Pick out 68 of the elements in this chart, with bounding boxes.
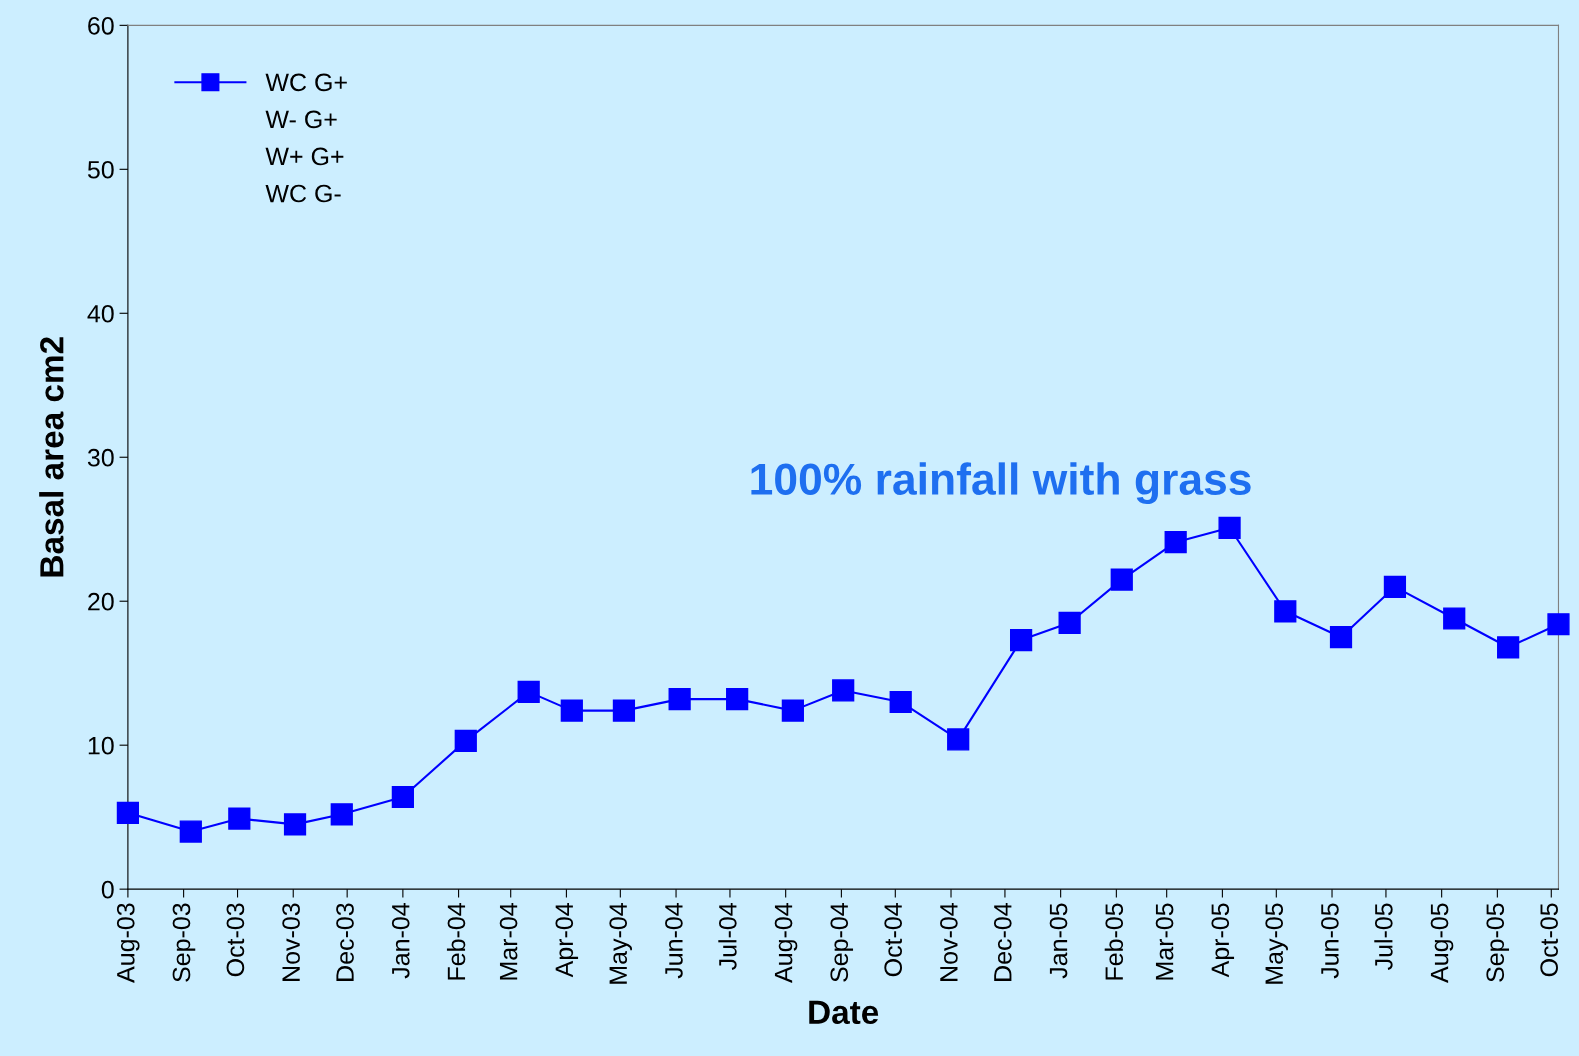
- x-tick-label: May-05: [1265, 903, 1288, 984]
- x-tick-label: Mar-05: [1155, 903, 1174, 980]
- point: [726, 688, 749, 711]
- x-tick-label: Aug-03: [116, 903, 140, 983]
- y-tick-label: 40: [87, 304, 114, 323]
- y-tick-label: 20: [88, 592, 114, 611]
- x-tick-label: Dec-03: [336, 903, 354, 981]
- point: [330, 803, 353, 826]
- point: [560, 699, 583, 722]
- x-tick-label: Feb-04: [446, 903, 466, 980]
- point: [1009, 628, 1033, 652]
- x-tick-label: May-04: [609, 903, 632, 984]
- legend-label: WC G+: [265, 73, 347, 92]
- point: [1110, 568, 1133, 591]
- point: [1443, 607, 1466, 630]
- x-tick-label: Jun-05: [1321, 903, 1339, 979]
- point: [517, 680, 540, 704]
- x-tick-label: Apr-04: [555, 903, 579, 978]
- point: [781, 699, 804, 722]
- text: WC G-: [265, 184, 341, 203]
- point: [1383, 575, 1407, 598]
- x-tick-label: Dec-04: [993, 903, 1012, 981]
- y-tick-label: 30: [87, 448, 114, 467]
- x-axis-title: Date: [809, 1000, 879, 1025]
- annotation: 100% rainfall with grass: [751, 462, 1251, 504]
- x-tick-label: Aug-04: [774, 903, 798, 983]
- x-tick-label: Jul-04: [718, 903, 737, 971]
- x-tick-label: Sep-04: [830, 903, 854, 982]
- x-tick-label: Sep-03: [172, 903, 196, 982]
- point: [116, 801, 140, 824]
- point: [832, 679, 855, 702]
- x-tick-label: Nov-03: [282, 903, 300, 981]
- point: [1218, 516, 1241, 539]
- point: [947, 728, 970, 751]
- point: [1058, 611, 1081, 634]
- x-tick-label: Jan-05: [1049, 903, 1068, 979]
- x-tick-label: Oct-05: [1540, 903, 1558, 977]
- point: [668, 688, 691, 711]
- point: [1274, 600, 1297, 623]
- y-tick-label: 10: [88, 736, 114, 755]
- x-tick-label: Jan-04: [391, 903, 410, 979]
- point: [283, 813, 307, 836]
- x-tick-label: Jul-05: [1374, 903, 1393, 971]
- point: [1329, 626, 1353, 649]
- x-tick-label: Feb-05: [1104, 903, 1124, 980]
- point: [391, 785, 414, 809]
- point: [179, 820, 202, 843]
- text: W+ G+: [265, 147, 344, 166]
- x-tick-label: Apr-05: [1211, 903, 1235, 978]
- x-tick-label: Jun-04: [665, 903, 683, 979]
- point: [454, 729, 477, 752]
- point: [1497, 636, 1520, 659]
- text: W- G+: [265, 110, 337, 129]
- x-tick-label: Oct-04: [884, 903, 903, 977]
- point: [228, 807, 251, 830]
- x-tick-label: Sep-05: [1486, 903, 1510, 982]
- y-tick-label: 50: [87, 160, 114, 179]
- y-axis-title: Basal area cm2: [39, 337, 64, 577]
- x-tick-label: Aug-05: [1430, 903, 1454, 983]
- point: [1164, 531, 1187, 554]
- point: [889, 690, 912, 714]
- y-tick-label: 0: [101, 880, 114, 899]
- point: [612, 699, 636, 722]
- x-tick-label: Oct-03: [226, 903, 245, 977]
- point: [1547, 613, 1570, 636]
- y-tick-label: 60: [88, 16, 114, 35]
- x-tick-label: Nov-04: [940, 903, 958, 981]
- x-tick-label: Mar-04: [499, 903, 518, 980]
